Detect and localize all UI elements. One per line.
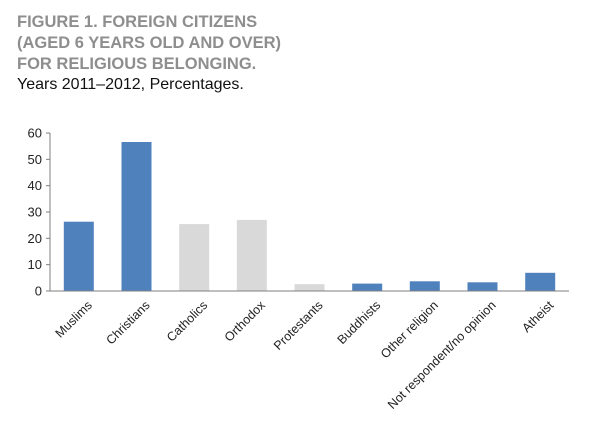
y-tick-label: 0 [35,284,42,299]
x-category-label: Orthodox [222,298,269,345]
figure-title-line-2: (AGED 6 YEARS OLD AND OVER) [17,34,282,52]
figure-title-line-3: FOR RELIGIOUS BELONGING. [17,55,257,73]
y-tick-label: 30 [28,205,42,220]
y-tick-label: 50 [28,152,42,167]
title-block: FIGURE 1. FOREIGN CITIZENS (AGED 6 YEARS… [17,12,281,95]
x-category-label: Muslims [53,298,95,340]
bar-protestants [294,284,325,291]
y-tick-label: 60 [28,126,42,141]
x-category-label: Not respondent/no opinion [385,298,499,412]
x-category-label: Protestants [271,298,326,353]
x-category-label: Atheist [519,298,556,335]
figure-title-line-1: FIGURE 1. FOREIGN CITIZENS [17,13,258,31]
x-category-label: Other religion [378,298,441,361]
x-category-label: Christians [103,298,152,347]
bar-buddhists [352,283,383,291]
bar-atheist [525,272,556,291]
x-category-label: Catholics [164,298,210,344]
x-category-label: Buddhists [335,298,384,347]
y-tick-label: 20 [28,231,42,246]
y-tick-label: 10 [28,257,42,272]
bar-christians [121,142,152,291]
y-tick-label: 40 [28,178,42,193]
bar-orthodox [236,219,267,291]
bar-other-religion [409,281,440,291]
bar-muslims [63,221,94,291]
figure-subtitle: Years 2011–2012, Percentages. [17,76,244,93]
bar-not-respondent-no-opinion [467,282,498,291]
bar-catholics [179,224,210,291]
